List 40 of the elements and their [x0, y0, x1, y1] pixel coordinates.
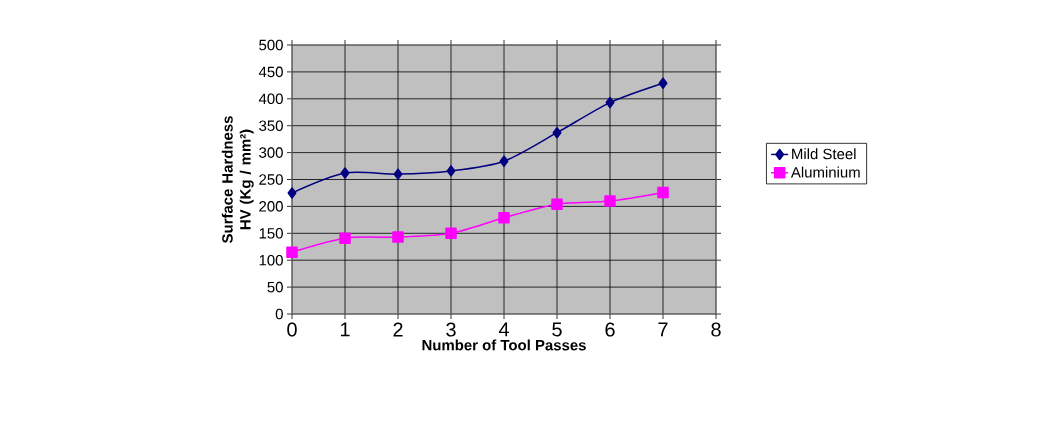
x-tick-label: 0 [287, 322, 297, 337]
point [445, 227, 457, 240]
y-tick-label: 0 [275, 308, 283, 320]
x-tick-label: 1 [340, 322, 350, 337]
point [658, 77, 668, 89]
point [499, 155, 509, 167]
y-tick-label: 450 [258, 66, 283, 78]
x-tick-label: 8 [711, 322, 721, 337]
y-tick-label: 500 [259, 39, 283, 51]
x-tick-label: 4 [498, 322, 509, 337]
y-tick-label: 200 [259, 201, 283, 212]
point [339, 232, 351, 244]
point [604, 195, 616, 207]
legend-label: Mild Steel [792, 148, 856, 160]
y-tick-label: 300 [259, 147, 283, 158]
point [287, 187, 297, 199]
legend-label: Aluminium [790, 166, 860, 178]
point [393, 168, 403, 180]
y-tick-label: 400 [258, 93, 283, 105]
point [551, 198, 563, 210]
x-tick-label: 5 [552, 322, 562, 337]
x-tick-label: 7 [658, 322, 668, 337]
y-tick-label: 150 [259, 228, 283, 239]
y-tick-label: 350 [259, 120, 283, 131]
point [657, 186, 669, 199]
point [498, 211, 510, 224]
point [392, 231, 404, 243]
y-tick-label: 100 [259, 254, 283, 266]
y-tick-label: 250 [259, 174, 283, 185]
y-tick-label: 50 [267, 281, 283, 293]
point [605, 96, 615, 109]
x-axis-title: Number of Tool Passes [422, 339, 586, 351]
point [552, 126, 562, 139]
point [446, 165, 456, 177]
x-tick-label: 3 [446, 322, 456, 337]
point [286, 246, 298, 258]
point [340, 167, 350, 179]
y-axis-title: Surface Hardness HV (Kg / mm²) [221, 116, 254, 244]
x-tick-label: 2 [393, 322, 403, 337]
x-tick-label: 6 [605, 322, 615, 337]
